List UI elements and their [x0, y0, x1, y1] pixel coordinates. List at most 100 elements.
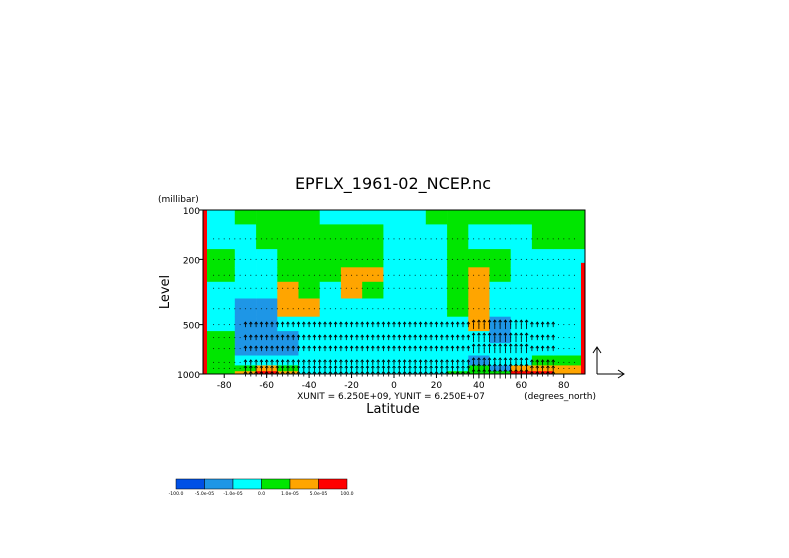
- contour-cell: [425, 210, 448, 225]
- contour-cell: [298, 298, 321, 318]
- contour-cell: [203, 343, 236, 356]
- flux-vector-head: [418, 365, 423, 369]
- flux-vector-head: [291, 365, 296, 369]
- flux-vector-head: [333, 321, 338, 325]
- contour-cell: [510, 210, 533, 225]
- grid-dot: [361, 287, 363, 289]
- grid-dot: [388, 308, 390, 310]
- grid-dot: [377, 274, 379, 276]
- vector-reference-arrows: [592, 346, 625, 379]
- flux-vector-head: [307, 334, 311, 338]
- grid-dot: [239, 238, 241, 240]
- flux-vector-head: [275, 370, 280, 374]
- grid-dot: [266, 287, 268, 289]
- grid-dot: [367, 238, 368, 240]
- grid-dot: [250, 274, 252, 276]
- flux-vector-head: [439, 370, 444, 374]
- contour-cell: [298, 224, 321, 250]
- grid-dot: [329, 287, 331, 289]
- grid-dot: [568, 287, 570, 289]
- grid-dot: [340, 308, 342, 310]
- contour-cell: [425, 281, 448, 299]
- grid-dot: [446, 258, 448, 260]
- flux-vector-head: [248, 370, 253, 374]
- flux-vector-head: [418, 321, 423, 325]
- flux-vector-head: [492, 319, 497, 323]
- grid-dot: [276, 287, 278, 289]
- colorbar-label: 1.0e-05: [281, 491, 299, 497]
- flux-vector-head: [397, 334, 402, 338]
- colorbar-swatch: [289, 478, 319, 490]
- flux-vector-head: [397, 321, 402, 325]
- flux-vector-head: [524, 319, 529, 323]
- flux-vector-head: [439, 365, 444, 369]
- grid-dot: [563, 274, 565, 276]
- flux-vector-head: [280, 365, 285, 369]
- flux-vector-head: [455, 334, 460, 338]
- grid-dot: [287, 308, 289, 310]
- flux-vector-head: [434, 365, 439, 369]
- grid-dot: [409, 238, 411, 240]
- grid-dot: [313, 238, 315, 240]
- flux-vector-head: [540, 370, 545, 374]
- flux-vector-head: [551, 334, 556, 338]
- grid-dot: [414, 258, 416, 260]
- flux-vector-head: [514, 332, 518, 336]
- x-tick-label: 80: [558, 381, 570, 391]
- flux-vector-head: [498, 357, 502, 361]
- y-unit-label: (millibar): [158, 195, 199, 205]
- grid-dot: [435, 274, 437, 276]
- contour-cell: [468, 267, 490, 283]
- grid-dot: [404, 258, 406, 260]
- grid-dot: [313, 287, 315, 289]
- grid-dot: [573, 287, 575, 289]
- grid-dot: [441, 258, 443, 260]
- flux-vector-head: [339, 345, 343, 349]
- flux-vector-head: [270, 365, 274, 369]
- grid-dot: [563, 238, 565, 240]
- flux-vector-head: [386, 359, 391, 363]
- contour-cell: [319, 210, 342, 225]
- contour-cell: [553, 371, 586, 375]
- contour-cell: [256, 249, 278, 268]
- flux-vector-head: [402, 334, 407, 338]
- colorbar: -100.0 -5.0e-05 -1.0e-05 0.0 1.0e-05 5.0e-05 1…: [169, 478, 354, 497]
- flux-vector-head: [461, 365, 465, 369]
- grid-dot: [218, 308, 220, 310]
- grid-dot: [276, 238, 278, 240]
- colorbar-swatch: [204, 478, 234, 490]
- contour-cell: [362, 267, 384, 283]
- flux-vector-head: [376, 345, 380, 349]
- grid-dot: [239, 287, 241, 289]
- grid-dot: [324, 238, 326, 240]
- flux-vector-head: [466, 359, 471, 363]
- grid-dot: [489, 274, 490, 276]
- contour-cell: [319, 298, 342, 318]
- x-tick-label: 0: [391, 381, 397, 391]
- flux-vector-head: [466, 321, 471, 325]
- grid-dot: [393, 274, 395, 276]
- flux-vector-head: [259, 334, 264, 338]
- flux-vector-head: [307, 359, 311, 363]
- contour-cell: [425, 298, 448, 318]
- grid-dot: [266, 258, 268, 260]
- grid-dot: [547, 287, 549, 289]
- grid-dot: [420, 308, 421, 310]
- flux-vector-head: [450, 334, 455, 338]
- grid-dot: [382, 274, 384, 276]
- grid-dot: [483, 287, 485, 289]
- grid-dot: [271, 274, 273, 276]
- grid-dot: [435, 287, 437, 289]
- grid-dot: [282, 287, 284, 289]
- flux-vector-head: [392, 359, 396, 363]
- grid-dot: [563, 308, 565, 310]
- flux-vector-head: [317, 345, 322, 349]
- flux-vector-head: [402, 321, 407, 325]
- grid-dot: [404, 308, 406, 310]
- grid-dot: [335, 287, 337, 289]
- grid-dot: [229, 348, 230, 350]
- grid-dot: [489, 287, 490, 289]
- flux-vector-head: [286, 334, 290, 338]
- flux-vector-head: [355, 321, 359, 325]
- grid-dot: [303, 287, 305, 289]
